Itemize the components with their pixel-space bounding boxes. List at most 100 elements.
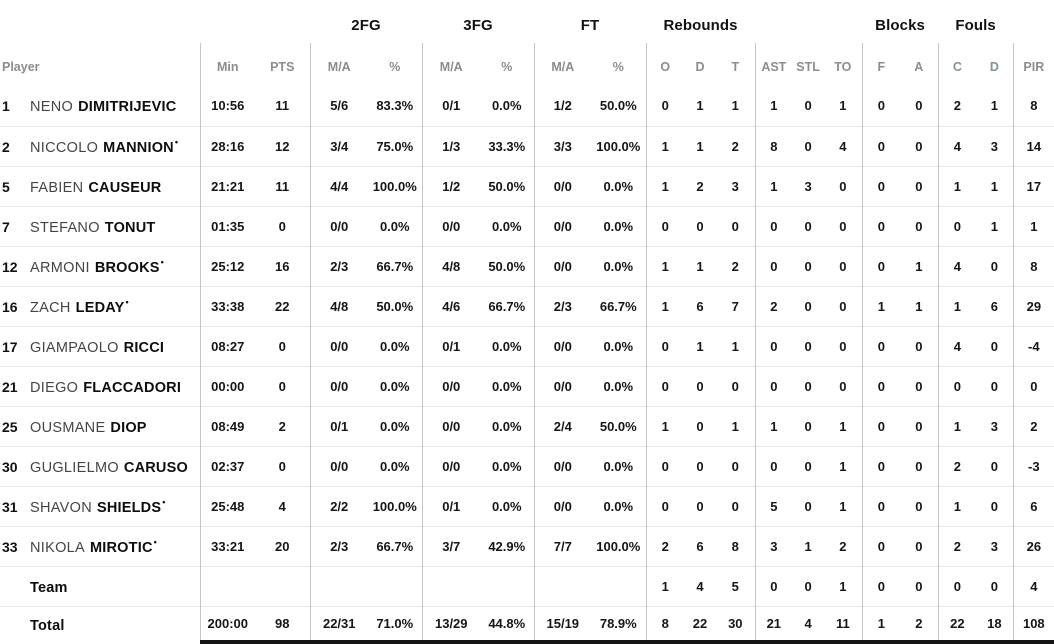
foul-c-cell: 0 (937, 205, 977, 246)
foul-d-cell: 0 (976, 485, 1014, 526)
player-cell: 7 STEFANO TONUT (0, 205, 200, 246)
pir-cell: 4 (1012, 565, 1054, 606)
ast-cell: 0 (754, 565, 793, 606)
reb-d-cell: 0 (684, 205, 717, 246)
ft-ma-cell: 2/4 (533, 405, 592, 446)
reb-d-cell: 0 (684, 445, 717, 486)
reb-o-cell: 1 (645, 405, 685, 446)
col-reb-t: T (731, 59, 740, 74)
col-stl: STL (796, 59, 820, 74)
player-row: 2 NICCOLO MANNION• 28:16 12 3/4 75.0% 1/3 … (0, 125, 1054, 166)
player-last-name: Team (30, 579, 68, 596)
block-f-cell: 0 (861, 525, 901, 566)
player-cell: 21 DIEGO FLACCADORI (0, 365, 200, 406)
ft-ma-cell: 1/2 (533, 86, 592, 126)
reb-t-cell: 3 (716, 165, 756, 206)
foul-d-cell: 6 (976, 285, 1014, 326)
group-blocks: Blocks (875, 17, 925, 34)
block-f-cell: 0 (861, 405, 901, 446)
reb-t-cell: 8 (716, 525, 756, 566)
2fg-ma-cell: 2/2 (309, 485, 368, 526)
ft-pct-cell: 0.0% (591, 365, 647, 406)
col-to: TO (834, 59, 852, 74)
block-a-cell: 0 (915, 98, 923, 114)
block-a-cell: 2 (900, 605, 939, 644)
reb-o-cell: 2 (645, 525, 685, 566)
ft-ma-cell: 0/0 (533, 365, 592, 406)
player-first-name: FABIEN (30, 179, 84, 196)
stl-cell: 1 (792, 525, 825, 566)
player-cell: 25 OUSMANE DIOP (0, 405, 200, 446)
block-f-cell: 1 (861, 605, 901, 644)
ft-ma-cell: 7/7 (533, 525, 592, 566)
jersey-number: 1 (2, 98, 10, 115)
pts-cell: 2 (255, 405, 310, 446)
player-last-name: CARUSO (123, 459, 188, 476)
3fg-pct-cell: 50.0% (480, 165, 535, 206)
to-cell: 2 (824, 525, 863, 566)
reb-o-cell: 0 (645, 445, 685, 486)
block-a-cell: 0 (900, 205, 939, 246)
col-ft-ma: M/A (533, 43, 592, 86)
foul-c-cell: 0 (937, 565, 977, 606)
2fg-pct-cell: 50.0% (368, 285, 423, 326)
3fg-ma-cell (421, 565, 481, 606)
2fg-pct-cell: 66.7% (368, 245, 423, 286)
ft-pct-cell: 0.0% (591, 245, 647, 286)
ft-pct-cell: 0.0% (591, 485, 647, 526)
3fg-pct-cell: 66.7% (480, 285, 535, 326)
jersey-number: 33 (2, 538, 18, 555)
reb-o-cell: 0 (645, 485, 685, 526)
foul-c-cell: 2 (937, 445, 977, 486)
ast-cell: 3 (754, 525, 793, 566)
3fg-pct-cell: 33.3% (480, 125, 535, 166)
player-last-name: FLACCADORI (83, 379, 182, 396)
3fg-ma-cell: 4/6 (421, 285, 481, 326)
pir-cell: 108 (1012, 605, 1054, 644)
stl-cell: 0 (792, 485, 825, 526)
player-row: 31 SHAVON SHIELDS• 25:48 4 2/2 100.0% 0/1 … (0, 485, 1054, 526)
foul-d-cell: 3 (976, 125, 1014, 166)
pts-cell: 4 (255, 485, 310, 526)
player-row: 5 FABIEN CAUSEUR 21:21 11 4/4 100.0% 1/2 5… (0, 165, 1054, 206)
ft-pct-cell: 78.9% (591, 605, 647, 644)
player-last-name: CAUSEUR (88, 179, 162, 196)
foul-c-cell: 4 (937, 125, 977, 166)
stl-cell: 0 (792, 245, 825, 286)
player-cell: 31 SHAVON SHIELDS• (0, 485, 200, 526)
block-a-cell: 0 (900, 165, 939, 206)
3fg-ma-cell: 0/1 (421, 86, 481, 126)
jersey-number: 2 (2, 138, 10, 155)
player-row: 25 OUSMANE DIOP 08:49 2 0/1 0.0% 0/0 0.0% … (0, 405, 1054, 446)
pts-cell: 98 (255, 605, 310, 644)
foul-c-cell: 4 (937, 325, 977, 366)
col-3fg-ma: M/A (421, 43, 481, 86)
2fg-ma-cell: 4/4 (309, 165, 368, 206)
team-row: Team 1 4 5 0 0 1 0 0 0 0 4 (0, 565, 1054, 606)
player-cell: Team (0, 565, 200, 606)
ft-pct-cell (591, 565, 647, 606)
3fg-ma-cell: 0/1 (421, 325, 481, 366)
player-row: 30 GUGLIELMO CARUSO 02:37 0 0/0 0.0% 0/0 0… (0, 445, 1054, 486)
col-ft-pct: % (612, 59, 624, 74)
group-spacer (1013, 0, 1054, 43)
player-last-name: RICCI (123, 339, 165, 356)
player-cell: 12 ARMONI BROOKS• (0, 245, 200, 286)
3fg-pct-cell: 0.0% (480, 325, 535, 366)
pir-cell: -3 (1012, 445, 1054, 486)
jersey-number: 17 (2, 338, 18, 355)
ft-ma-cell: 0/0 (533, 445, 592, 486)
reb-d-cell: 4 (684, 565, 717, 606)
ft-pct-cell: 50.0% (599, 98, 637, 114)
2fg-ma-cell: 5/6 (309, 86, 368, 126)
player-cell: 33 NIKOLA MIROTIC• (0, 525, 200, 566)
min-cell: 10:56 (199, 86, 255, 126)
block-a-cell: 1 (900, 285, 939, 326)
player-first-name: DIEGO (30, 379, 79, 396)
foul-d-cell: 1 (976, 205, 1014, 246)
reb-d-cell: 6 (684, 525, 717, 566)
foul-d-cell: 0 (976, 445, 1014, 486)
player-last-name: DIMITRIJEVIC (78, 99, 177, 116)
min-cell: 28:16 (199, 125, 255, 166)
pts-cell (255, 565, 310, 606)
